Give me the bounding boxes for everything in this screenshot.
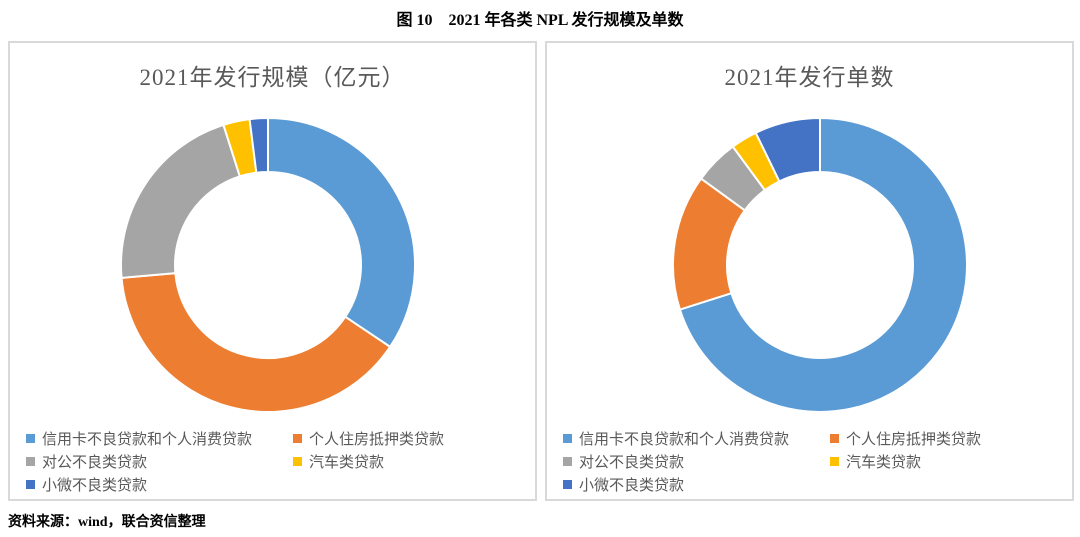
legend-item: 对公不良类贷款 bbox=[563, 450, 830, 473]
chart-title: 2021年发行单数 bbox=[724, 65, 895, 90]
legend-swatch-icon bbox=[830, 457, 839, 466]
donut-slice bbox=[754, 116, 821, 183]
chart-panel-issuance-count: 2021年发行单数 信用卡不良贷款和个人消费贷款 个人住房抵押类贷款对公不良类贷款… bbox=[545, 41, 1074, 501]
donut-slice bbox=[267, 116, 416, 349]
figure-caption: 图 10 2021 年各类 NPL 发行规模及单数 bbox=[396, 12, 684, 29]
legend-label: 对公不良类贷款 bbox=[579, 454, 685, 471]
legend-label: 小微不良类贷款 bbox=[579, 477, 685, 494]
legend-label: 小微不良类贷款 bbox=[42, 477, 148, 494]
donut-slice bbox=[678, 116, 968, 413]
legend-label: 汽车类贷款 bbox=[309, 454, 385, 471]
legend-swatch-icon bbox=[293, 434, 302, 443]
source-note: 资料来源：wind，联合资信整理 bbox=[8, 515, 206, 530]
charts-row: 2021年发行规模（亿元） 信用卡不良贷款和个人消费贷款 个人住房抵押类贷款对公不… bbox=[8, 41, 1074, 501]
legend-label: 个人住房抵押类贷款 bbox=[846, 431, 982, 448]
legend-item: 小微不良类贷款 bbox=[563, 473, 830, 496]
legend-item: 个人住房抵押类贷款 bbox=[293, 427, 444, 450]
legend-item: 信用卡不良贷款和个人消费贷款 bbox=[563, 427, 830, 450]
chart-legend: 信用卡不良贷款和个人消费贷款 个人住房抵押类贷款对公不良类贷款 汽车类贷款小微不良类… bbox=[563, 427, 981, 496]
legend-label: 对公不良类贷款 bbox=[42, 454, 148, 471]
chart-title: 2021年发行规模（亿元） bbox=[139, 65, 406, 90]
legend-swatch-icon bbox=[563, 434, 572, 443]
legend-item: 小微不良类贷款 bbox=[26, 473, 293, 496]
donut-slice bbox=[120, 123, 242, 279]
donut-slice bbox=[120, 272, 392, 413]
donut-chart bbox=[120, 116, 416, 413]
chart-legend: 信用卡不良贷款和个人消费贷款 个人住房抵押类贷款对公不良类贷款 汽车类贷款小微不良类… bbox=[26, 427, 444, 496]
legend-swatch-icon bbox=[563, 480, 572, 489]
legend-item: 汽车类贷款 bbox=[293, 450, 444, 473]
legend-swatch-icon bbox=[26, 457, 35, 466]
legend-swatch-icon bbox=[293, 457, 302, 466]
donut-chart bbox=[672, 116, 968, 413]
legend-label: 汽车类贷款 bbox=[846, 454, 922, 471]
legend-swatch-icon bbox=[26, 480, 35, 489]
legend-item: 汽车类贷款 bbox=[830, 450, 981, 473]
chart-panel-issuance-scale: 2021年发行规模（亿元） 信用卡不良贷款和个人消费贷款 个人住房抵押类贷款对公不… bbox=[8, 41, 537, 501]
legend-swatch-icon bbox=[563, 457, 572, 466]
legend-item: 个人住房抵押类贷款 bbox=[830, 427, 981, 450]
legend-label: 个人住房抵押类贷款 bbox=[309, 431, 445, 448]
legend-label: 信用卡不良贷款和个人消费贷款 bbox=[42, 431, 253, 448]
legend-swatch-icon bbox=[830, 434, 839, 443]
legend-swatch-icon bbox=[26, 434, 35, 443]
legend-item: 信用卡不良贷款和个人消费贷款 bbox=[26, 427, 293, 450]
legend-item: 对公不良类贷款 bbox=[26, 450, 293, 473]
donut-slice bbox=[248, 116, 269, 174]
legend-label: 信用卡不良贷款和个人消费贷款 bbox=[579, 431, 790, 448]
